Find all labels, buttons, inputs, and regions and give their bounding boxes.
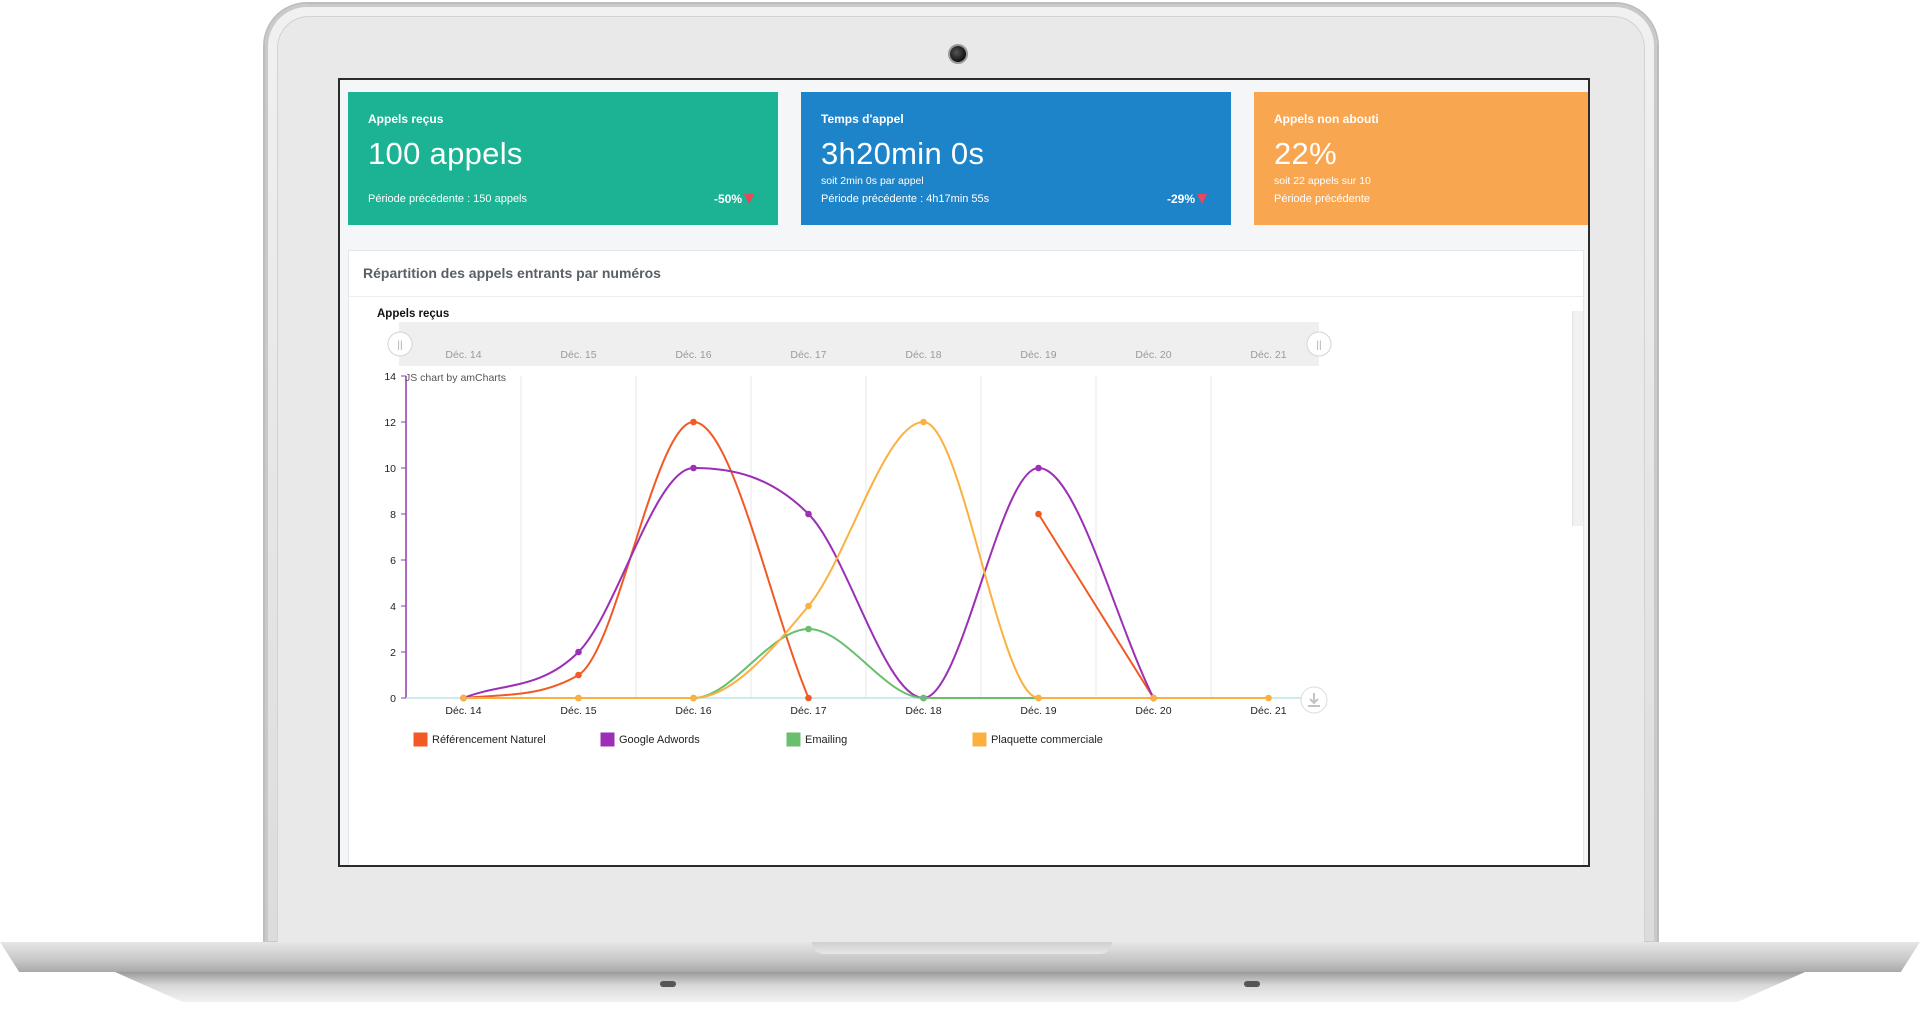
legend-swatch[interactable]: [600, 732, 615, 747]
x-tick-label: Déc. 14: [445, 705, 481, 717]
x-tick-label: Déc. 19: [1020, 705, 1056, 717]
y-tick-label: 12: [384, 417, 396, 429]
laptop-notch: [812, 942, 1112, 954]
data-point[interactable]: [920, 694, 927, 702]
kpi-card-call-time: Temps d'appel 3h20min 0s soit 2min 0s pa…: [801, 92, 1231, 225]
scrollbar-tick-label: Déc. 15: [560, 349, 596, 361]
y-tick-label: 0: [390, 693, 396, 705]
data-point[interactable]: [1035, 464, 1042, 472]
series-line: [463, 420, 810, 699]
download-button[interactable]: [1300, 686, 1328, 714]
panel-divider: [349, 296, 1583, 297]
data-point[interactable]: [575, 648, 582, 656]
foot-pad: [660, 981, 676, 987]
trend-down-icon: [744, 194, 754, 204]
dashboard-screen: Appels reçus 100 appels Période précéden…: [338, 78, 1590, 867]
kpi-delta-value: -29%: [1166, 192, 1195, 206]
kpi-value: 3h20min 0s: [821, 136, 985, 171]
kpi-delta: -50%: [714, 192, 754, 206]
data-point[interactable]: [690, 464, 697, 472]
y-tick-label: 8: [390, 509, 396, 521]
data-point[interactable]: [1265, 694, 1272, 702]
data-point[interactable]: [575, 671, 582, 679]
data-point[interactable]: [1035, 694, 1042, 702]
data-point[interactable]: [805, 625, 812, 633]
scrollbar-left-grip[interactable]: ||: [387, 331, 413, 357]
kpi-previous: Période précédente: [1274, 193, 1371, 205]
legend-label[interactable]: Emailing: [805, 734, 847, 746]
data-point[interactable]: [805, 510, 812, 518]
kpi-sub: soit 2min 0s par appel: [821, 175, 924, 187]
x-tick-label: Déc. 15: [560, 705, 596, 717]
foot-pad: [1244, 981, 1260, 987]
x-tick-label: Déc. 18: [905, 705, 941, 717]
panel-scrollbar[interactable]: [1572, 311, 1583, 526]
data-point[interactable]: [805, 694, 812, 702]
chart-panel: Répartition des appels entrants par numé…: [348, 250, 1584, 865]
y-tick-label: 14: [384, 371, 396, 383]
kpi-card-missed-calls: Appels non abouti 22% soit 22 appels sur…: [1254, 92, 1588, 225]
legend-label[interactable]: Google Adwords: [619, 734, 700, 746]
chart-scrollbar-band[interactable]: [399, 322, 1319, 366]
data-point[interactable]: [690, 694, 697, 702]
x-tick-label: Déc. 16: [675, 705, 711, 717]
svg-text:||: ||: [1316, 340, 1321, 351]
legend-swatch[interactable]: [413, 732, 428, 747]
kpi-delta-value: -50%: [713, 192, 742, 206]
series-line: [463, 466, 1155, 700]
scrollbar-tick-label: Déc. 17: [790, 349, 826, 361]
kpi-card-calls-received: Appels reçus 100 appels Période précéden…: [348, 92, 778, 225]
chart-credit[interactable]: JS chart by amCharts: [405, 372, 506, 384]
kpi-delta: -29%: [1167, 192, 1207, 206]
legend-label[interactable]: Référencement Naturel: [432, 734, 546, 746]
x-tick-label: Déc. 21: [1250, 705, 1286, 717]
legend-label[interactable]: Plaquette commerciale: [991, 734, 1103, 746]
data-point[interactable]: [460, 694, 467, 702]
kpi-sub: soit 22 appels sur 10: [1274, 175, 1371, 187]
data-point[interactable]: [1150, 694, 1157, 702]
y-tick-label: 6: [390, 555, 396, 567]
series-line: [1037, 513, 1155, 699]
scrollbar-tick-label: Déc. 16: [675, 349, 711, 361]
legend-swatch[interactable]: [786, 732, 801, 747]
y-tick-label: 10: [384, 463, 396, 475]
data-point[interactable]: [920, 418, 927, 426]
kpi-label: Temps d'appel: [821, 112, 904, 126]
kpi-previous: Période précédente : 4h17min 55s: [821, 193, 990, 205]
x-tick-label: Déc. 20: [1135, 705, 1171, 717]
camera-icon: [948, 44, 968, 64]
scrollbar-tick-label: Déc. 19: [1020, 349, 1056, 361]
scrollbar-tick-label: Déc. 14: [445, 349, 481, 361]
svg-text:||: ||: [397, 340, 402, 351]
legend-swatch[interactable]: [972, 732, 987, 747]
scrollbar-tick-label: Déc. 18: [905, 349, 941, 361]
series-line: [463, 420, 1269, 699]
y-tick-label: 2: [390, 647, 396, 659]
kpi-label: Appels non abouti: [1274, 112, 1379, 126]
y-tick-label: 4: [390, 601, 396, 613]
scrollbar-tick-label: Déc. 20: [1135, 349, 1171, 361]
data-point[interactable]: [690, 418, 697, 426]
scrollbar-right-grip[interactable]: ||: [1306, 331, 1332, 357]
kpi-label: Appels reçus: [368, 112, 444, 126]
data-point[interactable]: [1035, 510, 1042, 518]
data-point[interactable]: [575, 694, 582, 702]
laptop-foot: [115, 972, 1805, 1002]
data-point[interactable]: [805, 602, 812, 610]
scrollbar-tick-label: Déc. 21: [1250, 349, 1286, 361]
kpi-value: 100 appels: [368, 136, 523, 171]
panel-title: Répartition des appels entrants par numé…: [363, 265, 661, 281]
download-icon: [1308, 693, 1320, 707]
chart-title: Appels reçus: [377, 308, 449, 320]
kpi-value: 22%: [1274, 136, 1337, 171]
line-chart: Appels reçus || || Déc. 14 Déc. 15 Déc. 16…: [377, 308, 1332, 747]
trend-down-icon: [1197, 194, 1207, 204]
kpi-previous: Période précédente : 150 appels: [368, 193, 528, 205]
x-tick-label: Déc. 17: [790, 705, 826, 717]
